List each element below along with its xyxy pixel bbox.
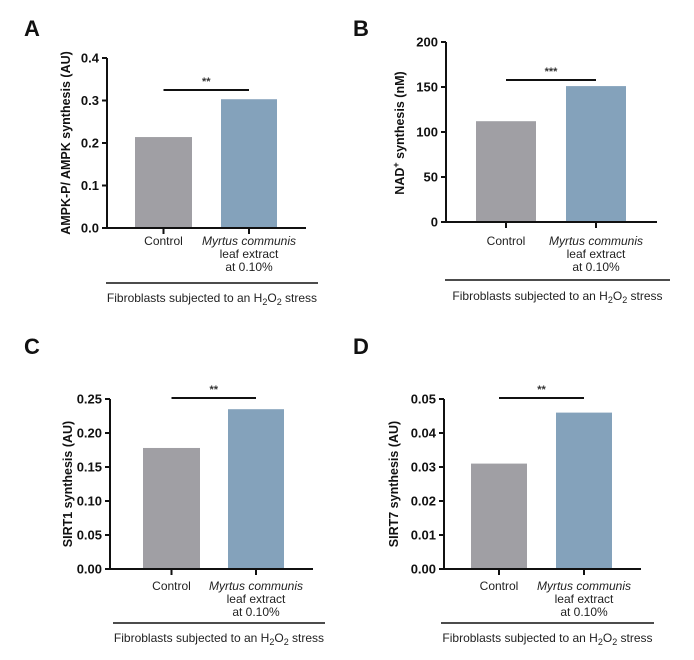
y-tick-label: 0.4	[81, 51, 100, 66]
y-tick-label: 150	[416, 80, 438, 95]
y-tick-label: 0.04	[411, 426, 437, 441]
x-axis-title: Fibroblasts subjected to an H2O2 stress	[442, 631, 652, 647]
x-axis-title: Fibroblasts subjected to an H2O2 stress	[114, 631, 324, 647]
x-tick-label-treatment: leaf extract	[567, 247, 626, 261]
x-tick-label-treatment: Myrtus communis	[209, 579, 303, 593]
x-tick-label-treatment: Myrtus communis	[549, 234, 643, 248]
y-tick-label: 0.03	[411, 460, 436, 475]
y-tick-label: 0.10	[77, 494, 102, 509]
y-tick-label: 0.15	[77, 460, 102, 475]
y-tick-label: 0.02	[411, 494, 436, 509]
y-axis-title: NAD+ synthesis (nM)	[391, 71, 407, 194]
x-tick-label-control: Control	[152, 579, 191, 593]
y-tick-label: 0.2	[81, 136, 99, 151]
bar-control	[471, 463, 527, 569]
significance-label: ***	[545, 66, 559, 78]
x-tick-label-treatment: leaf extract	[227, 592, 286, 606]
y-tick-label: 0.1	[81, 178, 99, 193]
significance-label: **	[202, 76, 211, 88]
y-tick-label: 0	[431, 215, 438, 230]
x-tick-label-treatment: at 0.10%	[225, 260, 273, 274]
y-tick-label: 0.25	[77, 392, 102, 407]
y-axis-title: SIRT1 synthesis (AU)	[61, 421, 75, 547]
panel-letter: A	[24, 16, 40, 41]
y-tick-label: 0.00	[411, 562, 436, 577]
y-tick-label: 0.3	[81, 93, 99, 108]
y-axis-title: SIRT7 synthesis (AU)	[387, 421, 401, 547]
bar-control	[135, 137, 192, 228]
bar-treatment	[566, 86, 626, 222]
panel-a: A 0.0 0.1 0.2 0.3 0.4 Control Myrtus communisle…	[24, 16, 318, 307]
x-tick-label-treatment: leaf extract	[555, 592, 614, 606]
y-axis-title: AMPK-P/ AMPK synthesis (AU)	[59, 51, 73, 235]
x-tick-label-treatment: leaf extract	[220, 247, 279, 261]
x-axis-title: Fibroblasts subjected to an H2O2 stress	[452, 289, 662, 305]
significance-label: **	[537, 384, 546, 396]
y-tick-label: 100	[416, 125, 438, 140]
panel-letter: D	[353, 334, 369, 359]
x-tick-label-control: Control	[480, 579, 519, 593]
x-tick-label-treatment: Myrtus communis	[202, 234, 296, 248]
y-tick-label: 0.05	[411, 392, 436, 407]
significance-label: **	[209, 384, 218, 396]
x-tick-label-treatment: at 0.10%	[232, 605, 280, 619]
x-tick-label-treatment: at 0.10%	[560, 605, 608, 619]
y-tick-label: 0.05	[77, 528, 102, 543]
y-tick-label: 0.00	[77, 562, 102, 577]
bar-control	[476, 121, 536, 222]
x-tick-label-control: Control	[144, 234, 183, 248]
bar-treatment	[221, 99, 277, 228]
panel-b: B 0 50 100 150 200 Control Myrtus communisleaf …	[353, 16, 670, 305]
x-tick-label-treatment: at 0.10%	[572, 260, 620, 274]
y-tick-label: 200	[416, 35, 438, 50]
bar-treatment	[556, 412, 612, 569]
panel-letter: B	[353, 16, 369, 41]
panel-letter: C	[24, 334, 40, 359]
bar-treatment	[228, 409, 284, 569]
y-tick-label: 0.01	[411, 528, 436, 543]
x-axis-title: Fibroblasts subjected to an H2O2 stress	[107, 291, 317, 307]
y-tick-label: 0.0	[81, 221, 99, 236]
bar-control	[143, 447, 200, 569]
panel-d: D 0.00 0.01 0.02 0.03 0.04 0.05 Control Myrtus c…	[353, 334, 654, 647]
x-tick-label-treatment: Myrtus communis	[537, 579, 631, 593]
panel-c: C 0.00 0.05 0.10 0.15 0.20 0.25 Control Myrtus c…	[24, 334, 325, 647]
y-tick-label: 50	[424, 170, 438, 185]
y-tick-label: 0.20	[77, 426, 102, 441]
x-tick-label-control: Control	[487, 234, 526, 248]
